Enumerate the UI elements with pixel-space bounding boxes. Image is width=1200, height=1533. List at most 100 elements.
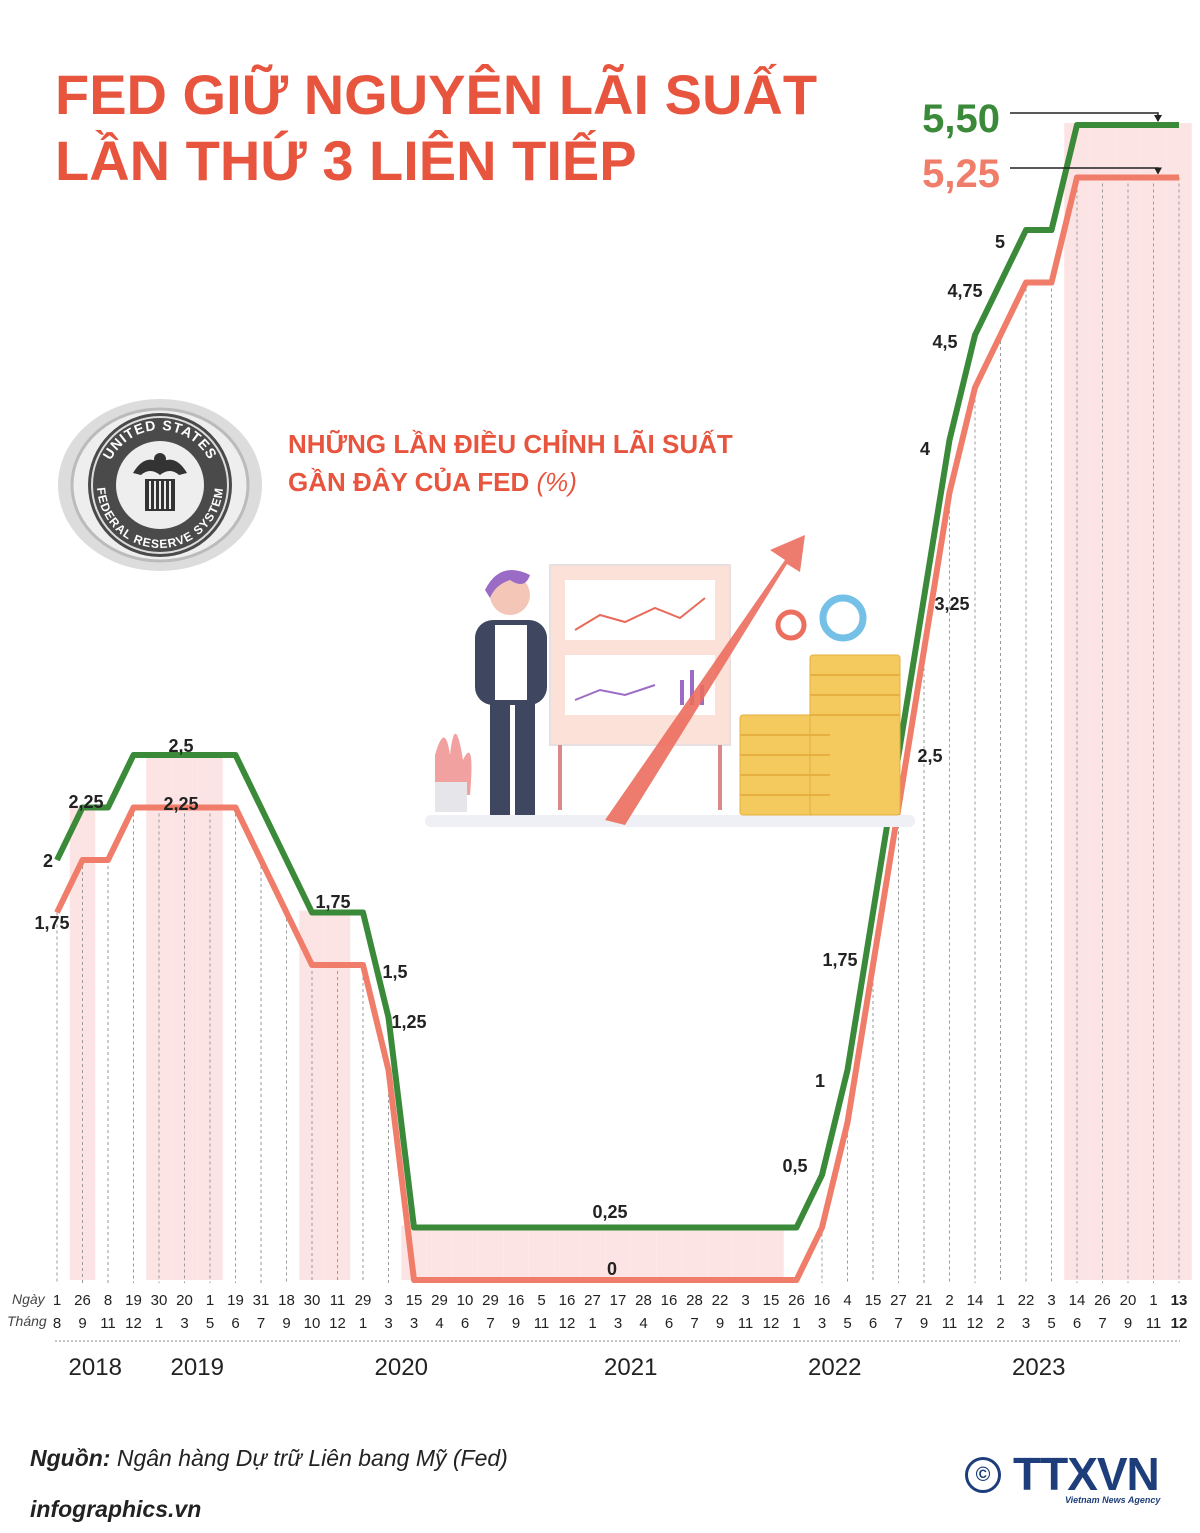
tick-label-month: 4 — [639, 1315, 647, 1332]
tick-label-day: 29 — [431, 1292, 448, 1309]
tick-label-month: 9 — [512, 1315, 520, 1332]
tick-label-day: 26 — [788, 1292, 805, 1309]
end-label-arrow — [1154, 167, 1162, 175]
value-label: 4,75 — [947, 281, 982, 301]
tick-label-month: 12 — [125, 1315, 142, 1332]
tick-label-day: 28 — [686, 1292, 703, 1309]
tick-label-month: 6 — [461, 1315, 469, 1332]
tick-label-day: 1 — [206, 1292, 214, 1309]
logo-brand: TTXVN — [1013, 1448, 1160, 1500]
presenter-illustration — [425, 535, 915, 827]
tick-label-day: 3 — [1047, 1292, 1055, 1309]
logo-tagline: Vietnam News Agency — [1065, 1495, 1161, 1505]
upper-bound-line — [54, 122, 1179, 1231]
highlight-band — [758, 1225, 784, 1280]
tick-label-month: 1 — [588, 1315, 596, 1332]
end-label: 5,25 — [922, 152, 1000, 196]
highlight-band — [503, 1225, 529, 1280]
tick-label-month: 12 — [559, 1315, 576, 1332]
tick-label-month: 11 — [738, 1315, 754, 1332]
value-label: 1 — [815, 1071, 825, 1091]
axis-label-day: Ngày — [12, 1291, 46, 1307]
highlight-band — [605, 1225, 631, 1280]
highlight-band — [656, 1225, 682, 1280]
copyright-icon: © — [965, 1457, 1001, 1493]
source-text: Ngân hàng Dự trữ Liên bang Mỹ (Fed) — [116, 1445, 508, 1471]
tick-label-day: 21 — [916, 1292, 933, 1309]
tick-label-month: 8 — [53, 1315, 61, 1332]
tick-label-month: 4 — [435, 1315, 443, 1332]
tick-label-month: 9 — [1124, 1315, 1132, 1332]
tick-label-day: 18 — [278, 1292, 295, 1309]
website-link[interactable]: infographics.vn — [30, 1496, 202, 1522]
value-label: 0,25 — [592, 1202, 627, 1222]
chart-subtitle: NHỮNG LẦN ĐIỀU CHỈNH LÃI SUẤT GẦN ĐÂY CỦ… — [288, 425, 733, 501]
highlight-band — [707, 1225, 733, 1280]
tick-label-month: 6 — [1073, 1315, 1081, 1332]
value-label: 1,75 — [34, 913, 69, 933]
year-label: 2018 — [69, 1354, 122, 1381]
subtitle-line-2: GẦN ĐÂY CỦA FED (%) — [288, 463, 733, 501]
ttxvn-logo: © TTXVN Vietnam News Agency — [965, 1448, 1175, 1515]
tick-label-day: 26 — [74, 1292, 91, 1309]
tick-label-day: 15 — [865, 1292, 882, 1309]
tick-label-month: 11 — [1146, 1315, 1162, 1332]
tick-label-month: 12 — [1171, 1315, 1188, 1332]
tick-label-month: 5 — [206, 1315, 214, 1332]
tick-label-month: 7 — [486, 1315, 494, 1332]
value-label: 1,5 — [382, 962, 407, 982]
tick-label-month: 6 — [231, 1315, 239, 1332]
year-label: 2020 — [375, 1354, 428, 1381]
year-label: 2023 — [1012, 1354, 1065, 1381]
tick-label-day: 28 — [635, 1292, 652, 1309]
tick-label-month: 10 — [304, 1315, 321, 1332]
value-label: 1,75 — [315, 892, 350, 912]
page-title: FED GIỮ NGUYÊN LÃI SUẤT LẦN THỨ 3 LIÊN T… — [55, 62, 817, 194]
highlight-band — [426, 1225, 453, 1280]
tick-label-day: 19 — [227, 1292, 244, 1309]
tick-label-month: 11 — [100, 1315, 116, 1332]
value-label: 1,25 — [391, 1012, 426, 1032]
lower-bound-line — [54, 174, 1179, 1283]
subtitle-line-2-text: GẦN ĐÂY CỦA FED — [288, 467, 530, 497]
value-label: 2,5 — [917, 746, 942, 766]
tick-label-day: 3 — [384, 1292, 392, 1309]
title-line-1: FED GIỮ NGUYÊN LÃI SUẤT — [55, 63, 818, 126]
tick-label-month: 5 — [1047, 1315, 1055, 1332]
tick-label-month: 12 — [763, 1315, 780, 1332]
subtitle-line-1: NHỮNG LẦN ĐIỀU CHỈNH LÃI SUẤT — [288, 429, 733, 459]
highlight-band — [681, 1225, 708, 1280]
tick-label-day: 29 — [355, 1292, 372, 1309]
tick-label-month: 2 — [996, 1315, 1004, 1332]
year-labels: 2018 2019 2020 2021 2022 2023 — [69, 1354, 1066, 1381]
tick-label-day: 22 — [712, 1292, 729, 1309]
year-label: 2021 — [604, 1354, 657, 1381]
tick-label-day: 31 — [253, 1292, 270, 1309]
tick-label-day: 26 — [1094, 1292, 1111, 1309]
tick-label-month: 6 — [665, 1315, 673, 1332]
tick-label-day: 20 — [176, 1292, 193, 1309]
tick-label-month: 12 — [329, 1315, 346, 1332]
value-label: 2,25 — [68, 792, 103, 812]
tick-label-month: 11 — [534, 1315, 550, 1332]
tick-label-month: 6 — [869, 1315, 877, 1332]
tick-label-month: 9 — [920, 1315, 928, 1332]
tick-label-month: 1 — [155, 1315, 163, 1332]
tick-label-day: 16 — [508, 1292, 525, 1309]
value-label: 0,5 — [782, 1156, 807, 1176]
tick-label-day: 8 — [104, 1292, 112, 1309]
source-note: Nguồn: Ngân hàng Dự trữ Liên bang Mỹ (Fe… — [30, 1445, 508, 1472]
highlight-band — [732, 1225, 759, 1280]
tick-label-day: 14 — [1069, 1292, 1086, 1309]
highlight-band — [452, 1225, 478, 1280]
year-label: 2022 — [808, 1354, 861, 1381]
end-label-connector — [1010, 112, 1159, 121]
tick-label-month: 9 — [282, 1315, 290, 1332]
tick-label-day: 2 — [945, 1292, 953, 1309]
end-labels: 5,50 5,25 — [922, 97, 1162, 196]
value-label: 4,5 — [932, 332, 957, 352]
value-label: 1,75 — [822, 950, 857, 970]
tick-label-day: 15 — [763, 1292, 780, 1309]
value-label: 0 — [607, 1259, 617, 1279]
tick-label-day: 16 — [559, 1292, 576, 1309]
